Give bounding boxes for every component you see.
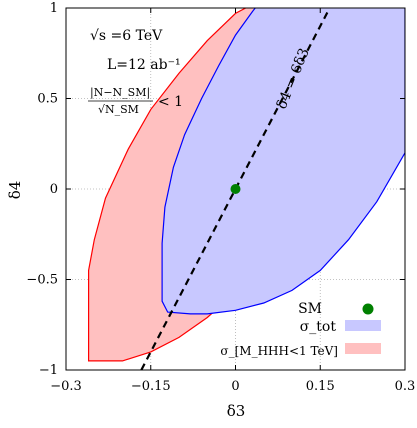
criterion-denominator: √N_SM: [98, 103, 139, 116]
legend-label-sigma-mhhh: σ_[M_HHH<1 TeV]: [220, 344, 338, 358]
y-tick-label: −0.5: [26, 273, 58, 288]
x-tick-label: −0.3: [50, 379, 82, 394]
legend-marker-sigma-tot: [345, 320, 381, 331]
legend: SM σ_tot σ_[M_HHH<1 TeV]: [220, 301, 381, 358]
criterion-rhs: < 1: [158, 94, 183, 110]
legend-label-sm: SM: [298, 301, 322, 317]
criterion-numerator: |N−N_SM|: [90, 86, 150, 100]
criterion-annotation: |N−N_SM| √N_SM < 1: [88, 86, 183, 116]
energy-annotation: √s =6 TeV: [90, 28, 163, 44]
y-tick-label: 1: [50, 1, 58, 16]
legend-marker-sigma-mhhh: [345, 343, 381, 354]
y-tick-label: 0: [50, 182, 58, 197]
x-tick-label: 0.3: [395, 379, 416, 394]
legend-label-sigma-tot: σ_tot: [300, 319, 337, 335]
y-axis-title: δ4: [6, 181, 24, 200]
sm-point: [230, 184, 241, 194]
y-tick-label: 0.5: [37, 92, 58, 107]
x-tick-label: −0.15: [131, 379, 171, 394]
x-tick-label: 0: [231, 379, 239, 394]
luminosity-annotation: L=12 ab⁻¹: [107, 57, 181, 73]
region-sigma-tot: [161, 8, 405, 315]
ticks: −0.3 −0.15 0 0.15 0.3 −1 −0.5 0 0.5 1: [26, 1, 415, 394]
x-axis-title-text: δ3: [227, 402, 246, 420]
x-tick-label: 0.15: [306, 379, 335, 394]
y-tick-label: −1: [39, 363, 58, 378]
x-axis-title: δ3: [227, 402, 246, 420]
points: [230, 184, 241, 194]
y-axis-title-text: δ4: [6, 181, 24, 200]
regions: [88, 8, 405, 362]
legend-marker-sm: [362, 303, 374, 315]
